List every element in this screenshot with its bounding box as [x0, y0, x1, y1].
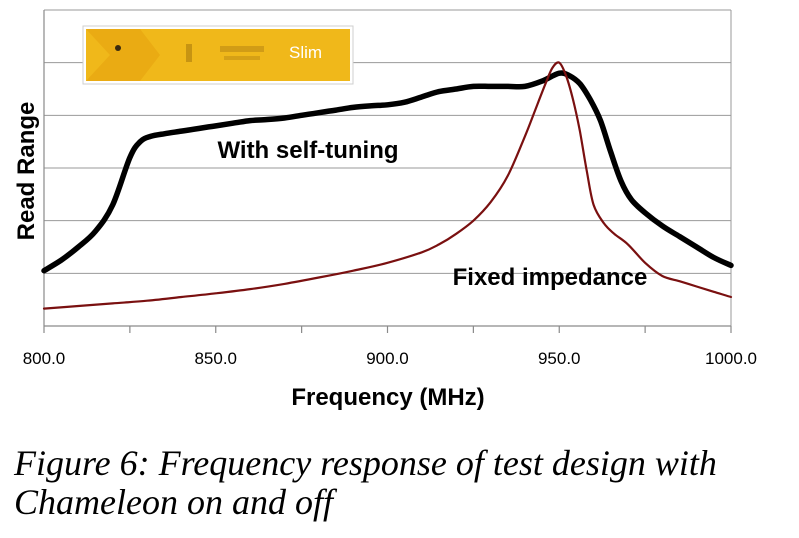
x-tick-label: 950.0: [538, 349, 581, 368]
x-tick-label: 1000.0: [705, 349, 757, 368]
series-line-self-tuning: [41, 70, 734, 274]
tag-inset-label: Slim: [289, 43, 322, 62]
x-tick-label: 800.0: [23, 349, 66, 368]
series-line-fixed-impedance: [42, 61, 733, 310]
y-axis-title: Read Range: [13, 102, 40, 241]
read-range-chart: Slim With self-tuning Fixed impedance 800…: [13, 9, 757, 411]
x-tick-label: 900.0: [366, 349, 409, 368]
x-tick-labels: 800.0 850.0 900.0 950.0 1000.0: [23, 349, 757, 368]
series-layer: [41, 61, 734, 310]
figure-caption: Figure 6: Frequency response of test des…: [14, 444, 794, 522]
annotations-layer: With self-tuning Fixed impedance: [217, 137, 647, 291]
tag-inset-photo: Slim: [82, 25, 354, 85]
caption-line-1: Figure 6: Frequency response of test des…: [14, 443, 717, 483]
x-tick-label: 850.0: [194, 349, 237, 368]
annotation-fixed-impedance: Fixed impedance: [453, 264, 648, 291]
tag-chip-dot: [115, 45, 121, 51]
annotation-self-tuning: With self-tuning: [217, 137, 398, 164]
x-axis-title: Frequency (MHz): [291, 384, 484, 411]
caption-line-2: Chameleon on and off: [14, 482, 333, 522]
